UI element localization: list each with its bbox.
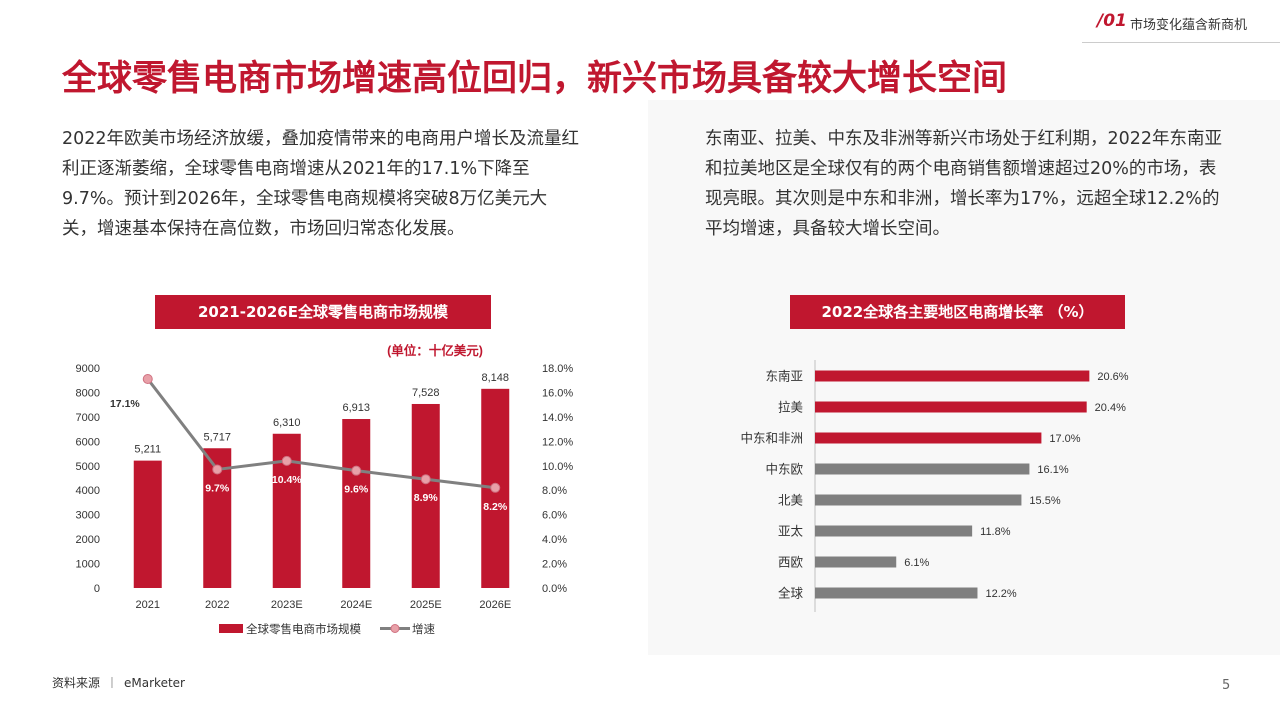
bar-西欧 (815, 556, 897, 568)
growth-rate-label: 20.4% (1095, 402, 1126, 414)
y2-tick-label: 14.0% (542, 412, 573, 424)
bar-全球 (815, 587, 978, 599)
y-tick-label: 6000 (76, 436, 100, 448)
y-tick-label: 9000 (76, 363, 100, 375)
bar-亚太 (815, 525, 973, 537)
region-label: 中东和非洲 (740, 431, 803, 446)
growth-rate-label: 6.1% (904, 557, 929, 569)
legend-line-marker (390, 624, 400, 633)
bar-value-label: 6,913 (342, 402, 370, 414)
region-label: 亚太 (778, 524, 804, 539)
page-number: 5 (1222, 678, 1231, 693)
region-label: 东南亚 (765, 369, 803, 384)
growth-rate-label: 16.1% (1037, 464, 1068, 476)
y2-tick-label: 0.0% (542, 583, 567, 595)
source-label: 资料来源 (52, 676, 101, 690)
x-tick-label: 2026E (479, 599, 511, 611)
bar-2021 (133, 460, 162, 588)
y2-tick-label: 16.0% (542, 387, 573, 399)
growth-value-label: 17.1% (110, 398, 140, 410)
section-tag: /01 市场变化蕴含新商机 (1082, 0, 1280, 43)
growth-rate-label: 12.2% (985, 588, 1016, 600)
y-tick-label: 8000 (76, 387, 100, 399)
growth-rate-label: 11.8% (980, 526, 1011, 538)
unit-label: (单位：十亿美元) (387, 343, 483, 358)
growth-value-label: 8.9% (414, 492, 439, 504)
growth-point-2025E (420, 474, 431, 485)
growth-line (146, 378, 496, 490)
left-paragraph: 2022年欧美市场经济放缓，叠加疫情带来的电商用户增长及流量红利正逐渐萎缩，全球… (62, 129, 580, 239)
x-tick-label: 2024E (340, 599, 372, 611)
right-paragraph: 东南亚、拉美、中东及非洲等新兴市场处于红利期，2022年东南亚和拉美地区是全球仅… (705, 129, 1223, 239)
section-title: 市场变化蕴含新商机 (1130, 18, 1248, 33)
growth-point-2021 (142, 374, 153, 384)
growth-point-2026E (490, 482, 501, 493)
growth-point-2022 (212, 464, 223, 475)
y2-tick-label: 8.0% (542, 485, 567, 497)
y-tick-label: 0 (94, 583, 100, 595)
growth-value-label: 9.7% (205, 482, 230, 494)
y2-tick-label: 10.0% (542, 461, 573, 473)
y-tick-label: 5000 (76, 461, 100, 473)
bar-中东欧 (815, 463, 1030, 475)
growth-point-2024E (351, 465, 362, 476)
source-separator: 丨 (106, 676, 119, 690)
region-label: 西欧 (778, 556, 804, 570)
bar-value-label: 7,528 (412, 387, 440, 399)
bar-value-label: 6,310 (273, 417, 301, 429)
bar-value-label: 5,211 (134, 444, 161, 456)
region-label: 拉美 (778, 400, 803, 415)
legend-line-label: 增速 (412, 622, 435, 636)
page-title: 全球零售电商市场增速高位回归，新兴市场具备较大增长空间 (62, 59, 1008, 99)
region-label: 中东欧 (765, 462, 803, 477)
x-tick-label: 2021 (136, 599, 160, 611)
bar-拉美 (815, 401, 1087, 413)
right-chart-title: 2022全球各主要地区电商增长率 （%） (790, 295, 1125, 329)
source-note: 资料来源丨 eMarketer (52, 674, 185, 691)
region-label: 北美 (778, 494, 803, 508)
y-tick-label: 1000 (76, 559, 100, 571)
y-tick-label: 2000 (76, 534, 100, 546)
y2-tick-label: 6.0% (542, 510, 567, 522)
bar-北美 (815, 494, 1022, 506)
section-number: /01 (1097, 11, 1127, 31)
bar-value-label: 5,717 (203, 431, 231, 443)
bar-中东和非洲 (815, 432, 1042, 444)
growth-rate-label: 15.5% (1029, 495, 1060, 507)
y-tick-label: 3000 (76, 510, 100, 522)
x-tick-label: 2023E (271, 599, 303, 611)
y2-tick-label: 12.0% (542, 436, 573, 448)
bar-2024E (342, 419, 371, 588)
x-tick-label: 2022 (205, 599, 229, 611)
source-value: eMarketer (124, 676, 185, 690)
legend-bar-swatch (219, 624, 243, 633)
y-tick-label: 7000 (76, 412, 100, 424)
bar-2025E (411, 403, 440, 588)
y-tick-label: 4000 (76, 485, 100, 497)
region-label: 全球 (778, 586, 804, 601)
growth-value-label: 9.6% (344, 484, 369, 496)
left-chart-title: 2021-2026E全球零售电商市场规模 (155, 295, 491, 329)
legend-bar-label: 全球零售电商市场规模 (246, 622, 361, 636)
growth-rate-label: 20.6% (1097, 371, 1128, 383)
x-tick-label: 2025E (410, 599, 442, 611)
bar-东南亚 (815, 370, 1090, 382)
y2-tick-label: 4.0% (542, 534, 567, 546)
growth-rate-label: 17.0% (1049, 433, 1080, 445)
bar-value-label: 8,148 (481, 372, 509, 384)
growth-point-2023E (281, 455, 292, 466)
y2-tick-label: 2.0% (542, 559, 567, 571)
growth-value-label: 10.4% (272, 474, 302, 486)
y2-tick-label: 18.0% (542, 363, 573, 375)
growth-value-label: 8.2% (483, 501, 508, 513)
